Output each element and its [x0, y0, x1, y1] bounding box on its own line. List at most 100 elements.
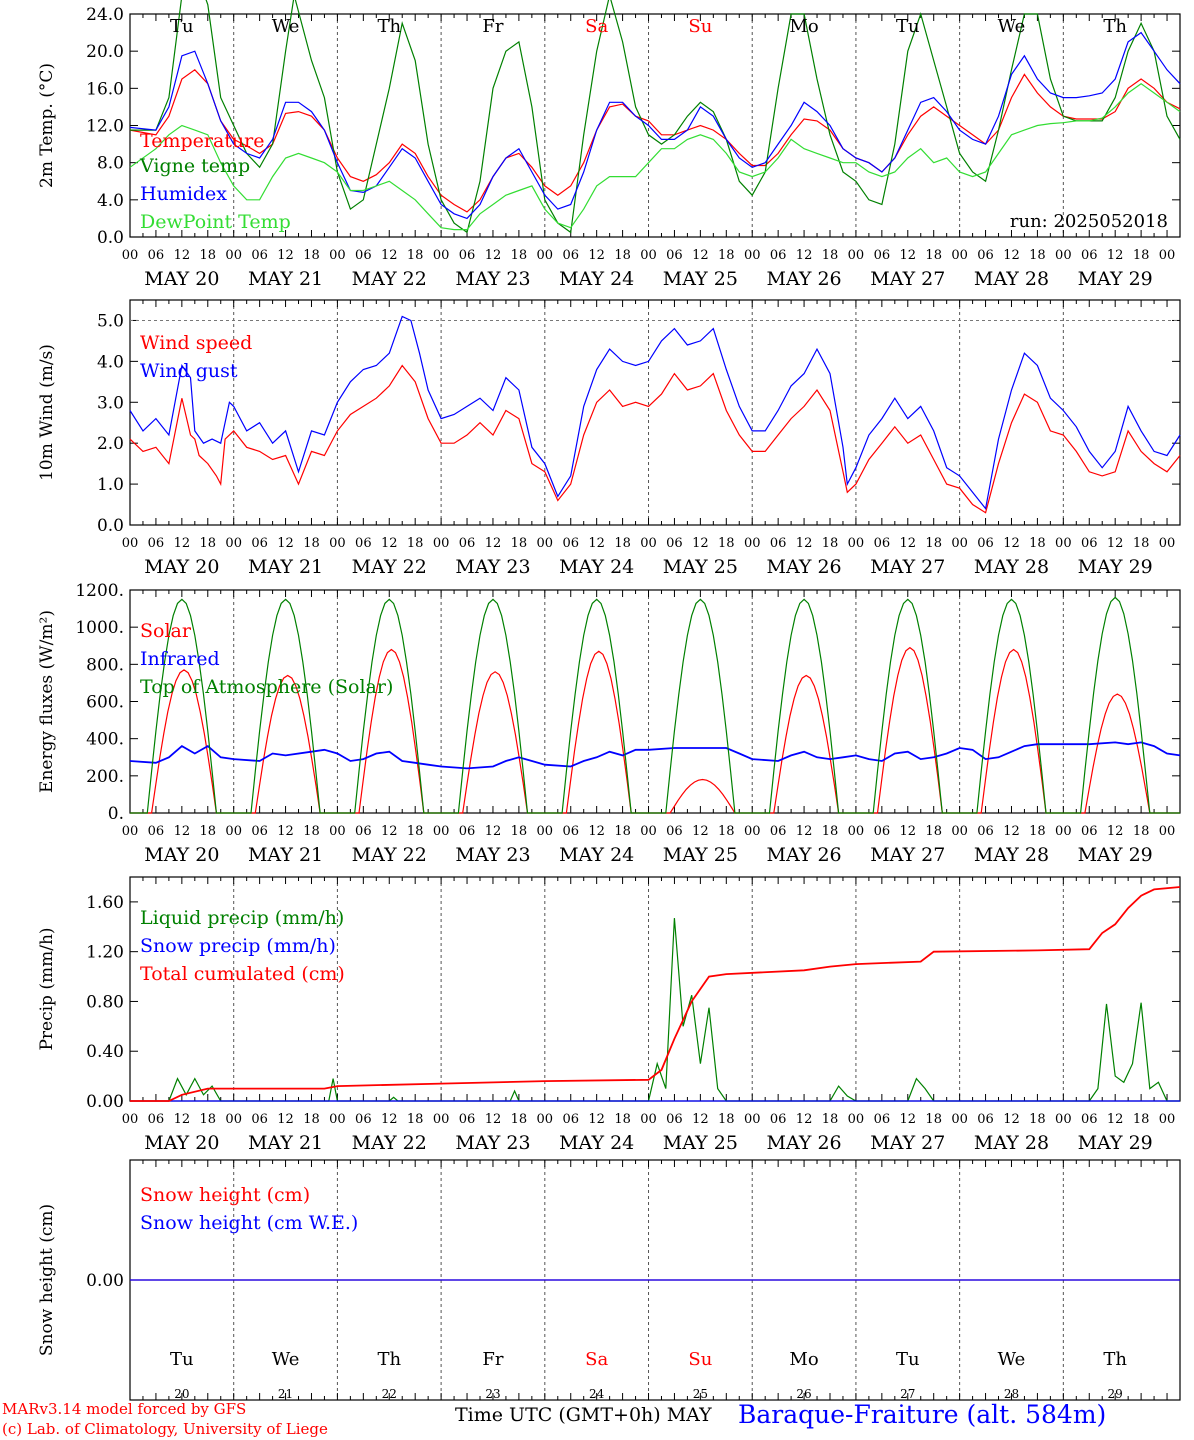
hour-label: 00 — [433, 248, 450, 263]
legend-entry: Liquid precip (mm/h) — [140, 907, 344, 929]
hour-label: 12 — [796, 824, 813, 839]
hour-label: 06 — [148, 248, 165, 263]
y-tick-label: 3.0 — [97, 393, 124, 413]
footer-time-axis-label: Time UTC (GMT+0h) MAY — [455, 1404, 712, 1426]
hour-label: 18 — [511, 1112, 528, 1127]
hour-label: 18 — [1029, 536, 1046, 551]
hour-label: 18 — [1133, 536, 1150, 551]
date-label: MAY 23 — [455, 844, 530, 866]
date-label: MAY 21 — [248, 1132, 323, 1154]
hour-label: 00 — [537, 248, 554, 263]
hour-label: 18 — [200, 824, 217, 839]
y-tick-label: 12.0 — [86, 117, 124, 137]
hour-label: 06 — [977, 248, 994, 263]
hour-label: 06 — [459, 1112, 476, 1127]
weekday-label: Su — [688, 16, 712, 37]
hour-label: 18 — [303, 1112, 320, 1127]
plot-frame — [129, 13, 1181, 238]
date-label: MAY 25 — [663, 556, 738, 578]
date-label: MAY 28 — [974, 1132, 1049, 1154]
hour-label: 12 — [900, 1112, 917, 1127]
y-axis-label: 10m Wind (m/s) — [37, 344, 57, 481]
hour-label: 06 — [562, 248, 579, 263]
hour-label: 06 — [977, 824, 994, 839]
hour-label: 00 — [122, 1112, 139, 1127]
legend-entry: Humidex — [140, 183, 227, 205]
hour-label: 00 — [225, 536, 242, 551]
hour-label: 00 — [122, 824, 139, 839]
hour-label: 06 — [977, 536, 994, 551]
hour-label: 06 — [770, 248, 787, 263]
date-label: MAY 20 — [144, 268, 219, 290]
date-label: MAY 20 — [144, 556, 219, 578]
hour-label: 06 — [251, 536, 268, 551]
weekday-label: Fr — [482, 16, 503, 37]
legend-entry: Wind speed — [140, 332, 252, 354]
hour-label: 00 — [640, 1112, 657, 1127]
weekday-label: We — [998, 1349, 1026, 1370]
hour-label: 00 — [640, 248, 657, 263]
legend-entry: Top of Atmosphere (Solar) — [140, 676, 393, 698]
date-label: MAY 24 — [559, 844, 634, 866]
hour-label: 06 — [562, 536, 579, 551]
hour-label: 00 — [329, 824, 346, 839]
date-label: MAY 28 — [974, 556, 1049, 578]
hour-label: 06 — [874, 1112, 891, 1127]
hour-label: 18 — [511, 536, 528, 551]
legend-entry: Wind gust — [140, 360, 238, 382]
hour-label: 00 — [744, 248, 761, 263]
day-number-label: 26 — [796, 1387, 811, 1401]
y-tick-label: 0.00 — [86, 1271, 124, 1291]
hour-label: 06 — [459, 536, 476, 551]
day-number-label: 25 — [693, 1387, 708, 1401]
y-tick-label: 0. — [108, 804, 124, 824]
weekday-label: Th — [377, 1349, 401, 1370]
hour-label: 00 — [329, 1112, 346, 1127]
date-label: MAY 25 — [663, 268, 738, 290]
hour-label: 18 — [303, 824, 320, 839]
hour-label: 18 — [200, 1112, 217, 1127]
hour-label: 00 — [537, 824, 554, 839]
weekday-label: We — [272, 1349, 300, 1370]
weekday-label: Mo — [789, 16, 818, 37]
panel-5: 0.00 Snow height (cm) Snow height (cm) Snow… — [37, 1159, 1181, 1401]
hour-label: 06 — [562, 824, 579, 839]
y-axis-label: Precip (mm/h) — [37, 927, 57, 1050]
hour-label: 18 — [200, 248, 217, 263]
hour-label: 18 — [718, 824, 735, 839]
hour-label: 00 — [433, 1112, 450, 1127]
hour-label: 12 — [277, 824, 294, 839]
hour-label: 12 — [381, 824, 398, 839]
date-label: MAY 26 — [766, 1132, 841, 1154]
hour-label: 18 — [511, 824, 528, 839]
date-label: MAY 27 — [870, 556, 945, 578]
hour-label: 00 — [744, 536, 761, 551]
legend-entry: Total cumulated (cm) — [140, 963, 345, 985]
hour-label: 00 — [848, 1112, 865, 1127]
date-label: MAY 29 — [1078, 844, 1153, 866]
hour-label: 00 — [537, 536, 554, 551]
day-number-label: 23 — [485, 1387, 500, 1401]
footer-model-note: MARv3.14 model forced by GFS — [2, 1400, 247, 1418]
hour-label: 00 — [433, 824, 450, 839]
footer-station-name: Baraque-Fraiture (alt. 584m) — [738, 1400, 1107, 1429]
hour-label: 00 — [537, 1112, 554, 1127]
y-tick-label: 20.0 — [86, 42, 124, 62]
hour-label: 12 — [174, 248, 191, 263]
date-label: MAY 29 — [1078, 268, 1153, 290]
hour-label: 18 — [1029, 248, 1046, 263]
series-line — [130, 646, 1180, 814]
weekday-label: Th — [377, 16, 401, 37]
hour-label: 12 — [485, 1112, 502, 1127]
y-tick-label: 0.0 — [97, 516, 124, 536]
legend-entry: Snow precip (mm/h) — [140, 935, 336, 957]
day-number-label: 27 — [900, 1387, 915, 1401]
hour-label: 12 — [1107, 824, 1124, 839]
hour-label: 18 — [822, 824, 839, 839]
y-tick-label: 800. — [86, 655, 124, 675]
weekday-label: Su — [688, 1349, 712, 1370]
hour-label: 18 — [614, 536, 631, 551]
date-label: MAY 21 — [248, 844, 323, 866]
hour-label: 18 — [303, 248, 320, 263]
weekday-label: Mo — [789, 1349, 818, 1370]
